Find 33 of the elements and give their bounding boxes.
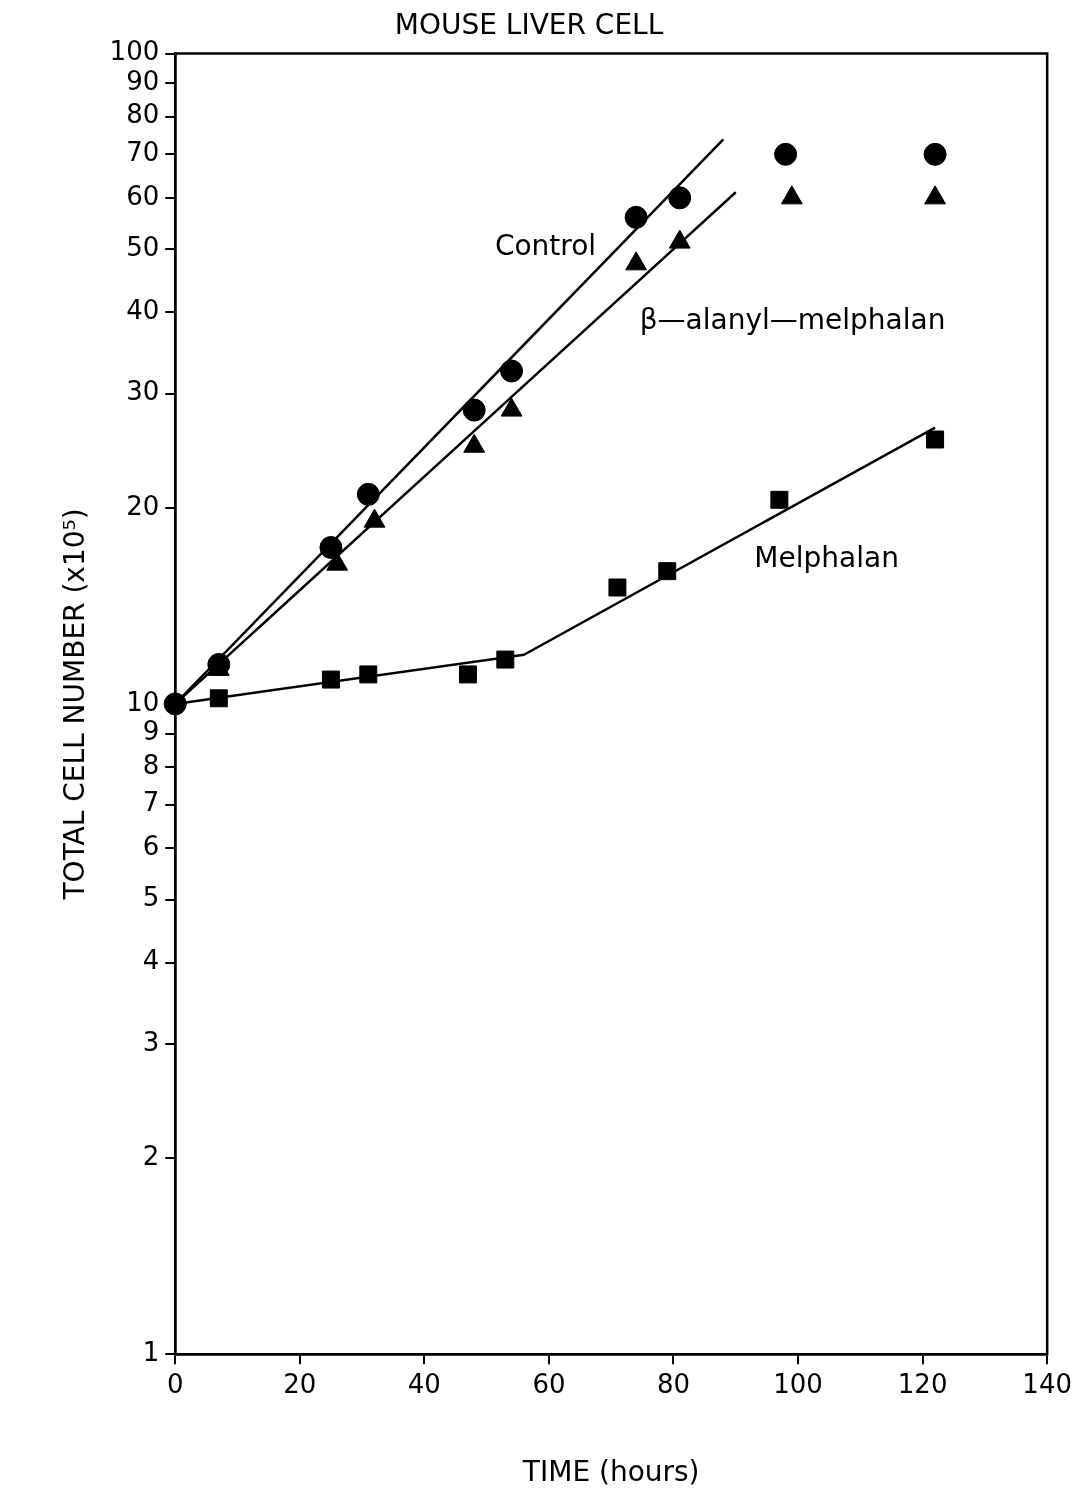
y-tick-label: 1	[142, 1336, 160, 1367]
x-tick-label: 100	[773, 1368, 823, 1399]
y-tick-label: 20	[126, 490, 160, 521]
y-tick-label: 7	[142, 787, 160, 818]
x-tick-label: 0	[166, 1368, 184, 1399]
y-tick-label: 3	[142, 1026, 160, 1057]
y-tick-label: 40	[126, 295, 160, 326]
x-tick-label: 120	[897, 1368, 948, 1399]
y-tick-label: 6	[142, 830, 160, 861]
series-label: Melphalan	[754, 541, 899, 575]
y-tick-label: 4	[142, 945, 160, 976]
y-tick-label: 90	[126, 66, 160, 97]
x-tick-label: 40	[407, 1368, 441, 1399]
y-tick-label: 9	[142, 716, 160, 747]
x-tick-label: 140	[1022, 1368, 1073, 1399]
y-axis-title: TOTAL CELL NUMBER (x10⁵)	[58, 508, 92, 901]
x-axis-title: TIME (hours)	[521, 1455, 700, 1489]
y-tick-label: 8	[142, 749, 160, 780]
y-tick-label: 60	[126, 180, 160, 211]
x-tick-label: 20	[283, 1368, 317, 1399]
y-tick-label: 2	[142, 1141, 160, 1172]
y-tick-label: 70	[126, 137, 160, 168]
series-label: β—alanyl—melphalan	[639, 303, 946, 337]
y-tick-label: 5	[142, 882, 160, 913]
y-tick-label: 30	[126, 376, 160, 407]
y-tick-label: 10	[126, 686, 160, 717]
x-tick-label: 80	[656, 1368, 691, 1399]
y-tick-label: 50	[126, 232, 160, 263]
series-label: Control	[494, 228, 597, 262]
x-tick-label: 60	[532, 1368, 566, 1399]
chart-title: MOUSE LIVER CELL	[394, 8, 664, 42]
y-tick-label: 100	[109, 36, 160, 67]
y-tick-label: 80	[126, 99, 160, 130]
